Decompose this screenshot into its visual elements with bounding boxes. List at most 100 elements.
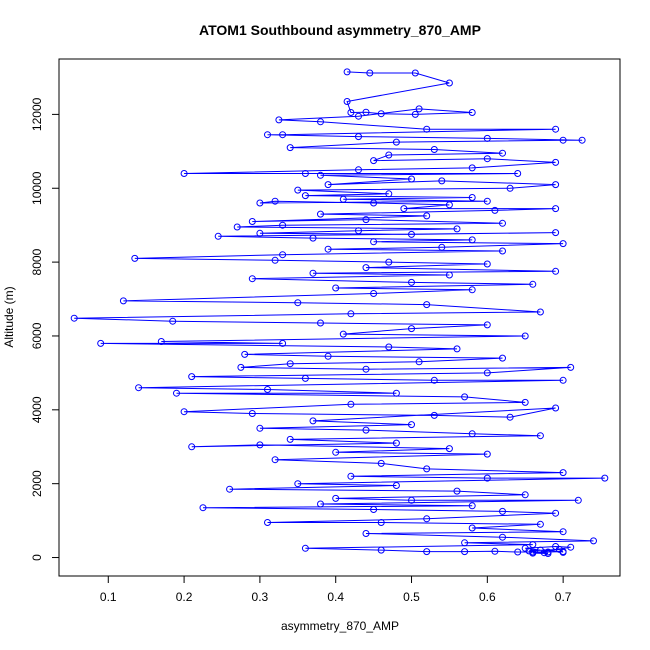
data-point [423, 515, 431, 523]
data-point [415, 358, 423, 366]
y-tick-label: 0 [30, 554, 44, 561]
data-point [540, 549, 548, 557]
data-point [324, 352, 332, 360]
data-point [339, 195, 347, 203]
data-point [499, 533, 506, 541]
data-point [370, 199, 378, 207]
data-point [180, 408, 188, 416]
data-point [279, 251, 287, 259]
data-point [529, 541, 537, 549]
data-point [438, 177, 446, 185]
data-point [279, 131, 287, 139]
y-tick-label: 2000 [30, 470, 44, 497]
data-point [279, 339, 287, 347]
data-point [453, 487, 461, 495]
data-point [370, 290, 378, 297]
data-point [362, 216, 370, 224]
data-point [275, 116, 283, 124]
data-point [468, 286, 476, 294]
data-point [483, 134, 491, 142]
data-point [408, 421, 415, 429]
data-point [317, 171, 324, 179]
data-point [226, 485, 234, 493]
data-point [301, 374, 309, 382]
data-point [355, 227, 362, 235]
data-point [408, 496, 415, 504]
data-point [552, 267, 560, 275]
data-point [362, 108, 370, 116]
data-point [468, 194, 476, 201]
data-point [332, 448, 340, 456]
data-point [453, 225, 461, 233]
data-point [521, 332, 529, 340]
data-point [514, 548, 522, 556]
data-point [173, 389, 180, 397]
x-tick-label: 0.5 [403, 590, 420, 604]
data-point [286, 360, 294, 368]
data-point [188, 443, 196, 451]
data-point [468, 430, 476, 438]
data-point [237, 363, 245, 371]
data-point [411, 110, 419, 118]
data-point [411, 69, 419, 77]
data-point [131, 254, 139, 262]
data-point [445, 271, 453, 279]
x-tick-label: 0.2 [176, 590, 193, 604]
data-point [355, 133, 362, 141]
data-point [233, 223, 241, 231]
x-tick-label: 0.4 [327, 590, 344, 604]
data-point [286, 144, 294, 152]
data-point [301, 192, 309, 200]
y-tick-label: 6000 [30, 322, 44, 349]
data-point [355, 166, 362, 174]
data-point [392, 138, 400, 146]
data-point [491, 547, 499, 555]
data-point [468, 524, 476, 532]
data-point [355, 112, 362, 120]
x-axis: 0.1 0.2 0.3 0.4 0.5 0.6 0.7 [100, 575, 572, 604]
data-point [415, 105, 423, 113]
data-point [377, 519, 385, 526]
data-point [370, 506, 378, 513]
data-point [271, 456, 279, 464]
data-point [264, 131, 271, 139]
data-point [521, 491, 529, 499]
data-point [552, 181, 560, 189]
data-point [309, 269, 317, 277]
data-point [461, 393, 469, 401]
data-point [343, 98, 351, 105]
data-point [423, 301, 431, 309]
data-point [385, 190, 393, 198]
data-point [408, 325, 415, 333]
data-point [552, 229, 560, 237]
data-point [438, 243, 446, 251]
data-point [400, 205, 408, 213]
data-point [468, 502, 476, 510]
data-point [317, 319, 324, 327]
data-point [552, 125, 560, 133]
data-point [445, 445, 453, 453]
data-series [70, 68, 609, 557]
data-point [430, 376, 438, 384]
data-point [483, 369, 491, 377]
data-point [601, 474, 609, 482]
data-point [392, 389, 400, 397]
data-point [385, 258, 393, 266]
data-point [499, 507, 506, 515]
data-point [271, 256, 279, 264]
data-point [483, 260, 491, 268]
data-point [499, 247, 506, 255]
data-point [392, 439, 400, 447]
data-point [408, 175, 415, 183]
data-point [347, 109, 355, 116]
y-tick-label: 4000 [30, 396, 44, 423]
data-point [294, 186, 302, 194]
data-point [264, 519, 271, 526]
data-point [408, 278, 415, 286]
data-point [256, 229, 264, 237]
data-point [468, 236, 476, 244]
data-point [248, 275, 256, 283]
data-point [559, 469, 567, 477]
data-point [499, 219, 506, 227]
